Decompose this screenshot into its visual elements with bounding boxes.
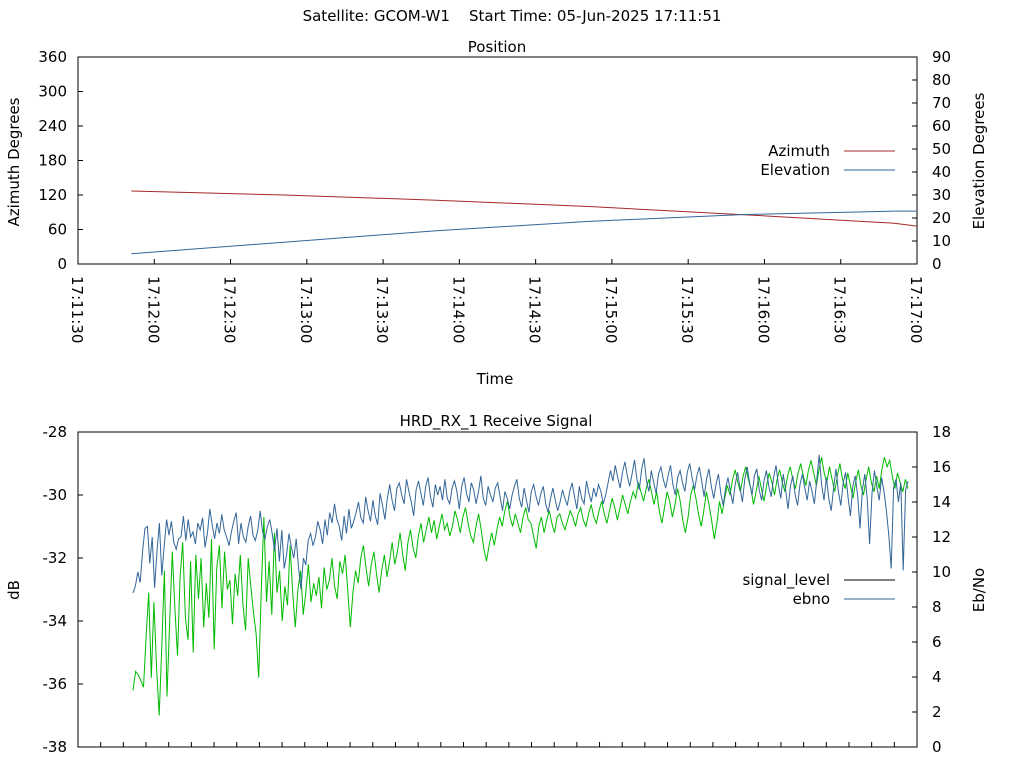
y-tick-label: 0 [932,255,942,273]
position-y-axis-left-label: Azimuth Degrees [5,97,23,226]
y-tick-label: 18 [932,423,951,441]
y-tick-label: 60 [932,117,951,135]
position-x-tick-labels: 17:11:30 17:12:00 17:12:30 17:13:00 17:13:30… [68,276,925,343]
x-tick-label: 17:13:00 [297,276,315,343]
y-tick-label: 14 [932,493,951,511]
x-tick-label: 17:16:30 [831,276,849,343]
legend-ebno-label: ebno [793,590,830,608]
x-tick-label: 17:12:00 [144,276,162,343]
y-tick-label: 90 [932,48,951,66]
position-y-axis-right-label: Elevation Degrees [970,92,988,229]
satellite-label: Satellite: GCOM-W1 [302,7,450,25]
y-tick-label: 12 [932,528,951,546]
green-series-line [132,457,909,716]
y-tick-label: 20 [932,209,951,227]
y-tick-label: -34 [43,612,68,630]
y-tick-label: 10 [932,232,951,250]
y-tick-label: 360 [38,48,67,66]
x-tick-label: 17:16:00 [754,276,772,343]
x-tick-label: 17:15:30 [678,276,696,343]
position-axis-ticks [77,56,918,265]
y-tick-label: 50 [932,140,951,158]
y-tick-label: -38 [43,738,68,756]
signal-y-axis-right-label: Eb/No [970,568,988,612]
elevation-series-line [131,210,917,255]
legend-elevation-label: Elevation [760,161,830,179]
legend-signal-level-label: signal_level [742,571,830,590]
x-tick-label: 17:17:00 [907,276,925,343]
y-tick-label: 120 [38,186,67,204]
y-tick-label: 240 [38,117,67,135]
x-tick-label: 17:11:30 [68,276,86,343]
position-chart-title: Position [468,38,526,56]
y-tick-label: 16 [932,458,951,476]
figure-header: Satellite: GCOM-W1 Start Time: 05-Jun-20… [0,7,1024,25]
y-tick-label: 0 [932,738,942,756]
signal-axis-ticks [77,431,918,748]
signal-plot-frame [77,431,918,748]
y-tick-label: 300 [38,83,67,101]
y-tick-label: -36 [43,675,68,693]
y-tick-label: 4 [932,668,942,686]
ebno-series-line [132,454,909,594]
position-chart: Position 0 60 120 180 240 300 360 0 10 20 30 40 50 6… [5,38,988,388]
x-tick-label: 17:12:30 [221,276,239,343]
y-tick-label: 60 [48,221,67,239]
signal-chart: HRD_RX_1 Receive Signal -38-36-34-32-30-… [5,412,988,756]
y-tick-label: 2 [932,703,942,721]
y-tick-label: -32 [43,549,68,567]
position-left-tick-labels: 0 60 120 180 240 300 360 [38,48,67,273]
start-time-label: Start Time: 05-Jun-2025 17:11:51 [468,7,722,25]
position-x-axis-label: Time [476,370,514,388]
y-tick-label: 70 [932,94,951,112]
azimuth-series-line [131,190,918,227]
signal-left-tick-labels: -38 -36 -34 -32 -30 -28 [43,423,68,756]
y-tick-label: 8 [932,598,942,616]
x-tick-label: 17:14:30 [526,276,544,343]
position-right-tick-labels: 0 10 20 30 40 50 60 70 80 90 [932,48,951,273]
y-tick-label: 180 [38,152,67,170]
x-tick-label: 17:13:30 [373,276,391,343]
y-tick-label: 6 [932,633,942,651]
y-tick-label: -28 [43,423,68,441]
position-legend: Azimuth Elevation [760,142,895,179]
y-tick-label: 0 [57,255,67,273]
y-tick-label: 80 [932,71,951,89]
x-tick-label: 17:14:00 [449,276,467,343]
y-tick-label: 10 [932,563,951,581]
x-tick-label: 17:15:00 [602,276,620,343]
y-tick-label: 30 [932,186,951,204]
signal-legend: signal_level ebno [742,571,895,608]
y-tick-label: -30 [43,486,68,504]
signal-right-tick-labels: 0 2 4 6 8 10 12 14 16 18 [932,423,951,756]
y-tick-label: 40 [932,163,951,181]
signal-y-axis-left-label: dB [5,580,23,600]
legend-azimuth-label: Azimuth [768,142,830,160]
signal-chart-title: HRD_RX_1 Receive Signal [400,412,593,431]
